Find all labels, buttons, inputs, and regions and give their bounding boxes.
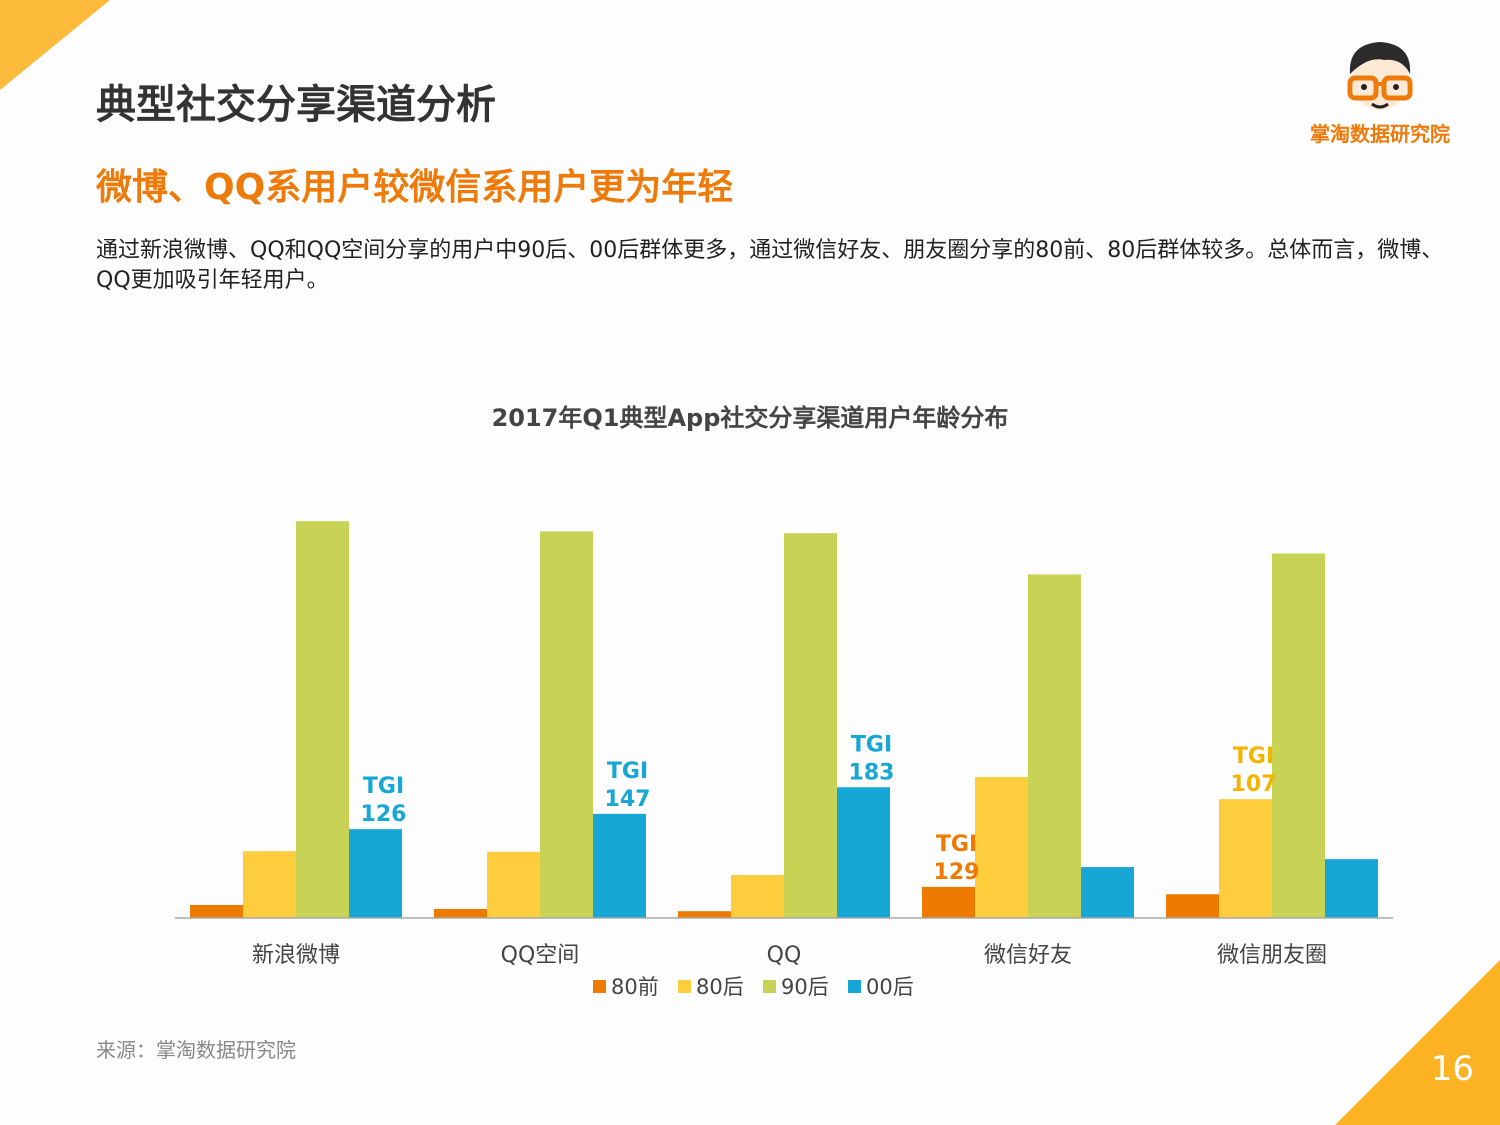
- tgi-annotation: TGI: [1233, 744, 1274, 769]
- legend-label: 90后: [781, 975, 829, 999]
- legend-label: 80后: [696, 975, 744, 999]
- x-tick-label: 微信好友: [984, 943, 1072, 968]
- tgi-annotation: TGI: [363, 774, 404, 799]
- x-tick-label: QQ空间: [501, 943, 580, 968]
- bar-80前: [922, 886, 975, 918]
- bar-00后: [1325, 859, 1378, 918]
- corner-decoration: [1335, 960, 1500, 1125]
- tgi-annotation: 107: [1231, 772, 1277, 797]
- bar-80后: [731, 874, 784, 918]
- description: 通过新浪微博、QQ和QQ空间分享的用户中90后、00后群体更多，通过微信好友、朋…: [96, 238, 1444, 293]
- bar-90后: [1028, 574, 1081, 918]
- tgi-annotation: TGI: [936, 832, 977, 857]
- bar-80前: [190, 904, 243, 918]
- page-number: 16: [1430, 1049, 1474, 1089]
- mascot-icon: [1347, 42, 1413, 110]
- x-tick-label: 新浪微博: [252, 943, 340, 968]
- legend-swatch: [593, 980, 606, 993]
- legend-label: 80前: [611, 975, 659, 999]
- legend-label: 00后: [866, 975, 914, 999]
- logo-text: 掌淘数据研究院: [1310, 122, 1450, 146]
- bar-90后: [784, 533, 837, 918]
- legend-swatch: [763, 980, 776, 993]
- tgi-annotation: TGI: [851, 732, 892, 757]
- bar-80后: [487, 851, 540, 918]
- tgi-annotation: 147: [605, 787, 651, 812]
- bar-00后: [1081, 867, 1134, 918]
- source-note: 来源：掌淘数据研究院: [96, 1038, 296, 1062]
- tgi-annotation: 129: [934, 860, 980, 885]
- bar-80后: [975, 777, 1028, 918]
- bar-90后: [540, 531, 593, 918]
- bar-00后: [837, 787, 890, 918]
- bar-00后: [349, 829, 402, 918]
- bar-80前: [1166, 894, 1219, 918]
- tgi-annotation: 183: [849, 760, 895, 785]
- bar-80后: [1219, 799, 1272, 918]
- page-subtitle: 微博、QQ系用户较微信系用户更为年轻: [96, 167, 734, 208]
- bar-90后: [296, 521, 349, 918]
- bar-80前: [434, 908, 487, 918]
- tgi-annotation: TGI: [607, 759, 648, 784]
- bar-80前: [678, 911, 731, 918]
- logo: 掌淘数据研究院: [1300, 40, 1460, 147]
- x-tick-label: 微信朋友圈: [1217, 943, 1327, 968]
- tgi-annotation: 126: [361, 802, 407, 827]
- legend-swatch: [848, 980, 861, 993]
- x-tick-label: QQ: [767, 943, 802, 968]
- bar-80后: [243, 851, 296, 918]
- bar-90后: [1272, 553, 1325, 918]
- corner-decoration: [0, 0, 110, 90]
- legend-swatch: [678, 980, 691, 993]
- page-title: 典型社交分享渠道分析: [96, 82, 496, 128]
- chart-title: 2017年Q1典型App社交分享渠道用户年龄分布: [491, 404, 1009, 432]
- bar-00后: [593, 813, 646, 918]
